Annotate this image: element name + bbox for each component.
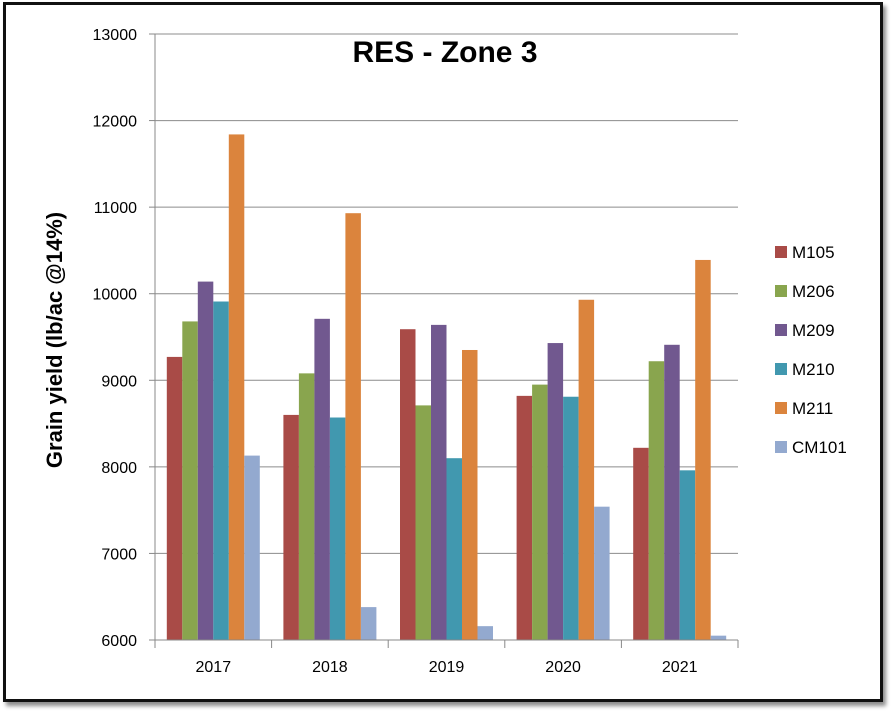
x-tick-label: 2020 xyxy=(545,659,581,676)
y-tick-labels: 6000 7000 8000 9000 10000 11000 12000 13000 xyxy=(93,27,138,650)
bar-m209-2018 xyxy=(314,318,330,640)
legend-swatch-m210 xyxy=(775,363,787,375)
legend-label-m105: M105 xyxy=(792,243,835,262)
bar-m206-2020 xyxy=(532,384,548,640)
bar-m210-2017 xyxy=(213,301,229,640)
bar-m211-2019 xyxy=(462,349,478,640)
bar-m209-2019 xyxy=(431,324,447,640)
y-tick-label: 10000 xyxy=(93,287,138,304)
legend-swatch-m211 xyxy=(775,402,787,414)
bar-m105-2019 xyxy=(400,329,416,640)
legend-label-m211: M211 xyxy=(792,399,833,418)
bar-m210-2018 xyxy=(329,417,346,640)
bar-m210-2020 xyxy=(563,396,579,640)
x-tick-label: 2019 xyxy=(429,659,465,676)
legend-swatch-m209 xyxy=(775,324,787,336)
x-tick-label: 2017 xyxy=(196,659,232,676)
bar-m211-2021 xyxy=(695,259,711,640)
bar-cm101-2017 xyxy=(244,455,260,640)
legend-label-m210: M210 xyxy=(792,360,835,379)
legend-label-cm101: CM101 xyxy=(792,438,847,457)
legend-label-m206: M206 xyxy=(792,282,835,301)
y-tick-label: 13000 xyxy=(93,27,138,44)
bar-m211-2020 xyxy=(578,299,595,640)
bar-m206-2018 xyxy=(298,373,315,640)
legend: M105 M206 M209 M210 M211 CM101 xyxy=(775,243,847,457)
y-tick-label: 9000 xyxy=(101,373,137,390)
bar-m105-2017 xyxy=(166,356,183,640)
legend-swatch-cm101 xyxy=(775,441,787,453)
bar-m206-2017 xyxy=(182,321,198,640)
legend-swatch-m105 xyxy=(775,246,787,258)
bar-m209-2021 xyxy=(664,344,680,640)
x-tick-label: 2018 xyxy=(312,659,348,676)
bar-m105-2020 xyxy=(516,395,533,640)
y-tick-label: 7000 xyxy=(101,546,137,563)
bar-cm101-2021 xyxy=(710,635,727,640)
legend-label-m209: M209 xyxy=(792,321,835,340)
bar-m105-2021 xyxy=(633,447,649,640)
bar-m210-2021 xyxy=(679,470,696,640)
chart-title: RES - Zone 3 xyxy=(352,36,537,69)
x-tick-labels: 2017 2018 2019 2020 2021 xyxy=(196,659,698,676)
bar-m206-2021 xyxy=(648,361,665,640)
y-tick-label: 11000 xyxy=(94,200,137,217)
axes xyxy=(154,34,738,641)
bars xyxy=(166,134,727,641)
y-axis-label: Grain yield (lb/ac @14%) xyxy=(42,212,67,468)
bar-cm101-2018 xyxy=(360,607,377,640)
bar-m210-2019 xyxy=(446,458,462,640)
bar-m211-2018 xyxy=(345,213,361,640)
bar-m209-2020 xyxy=(547,343,564,640)
y-tick-label: 6000 xyxy=(101,633,137,650)
bar-m206-2019 xyxy=(415,405,431,640)
legend-swatch-m206 xyxy=(775,285,787,297)
bar-m209-2017 xyxy=(197,281,214,640)
bar-m105-2018 xyxy=(283,414,299,640)
bar-cm101-2019 xyxy=(477,626,493,640)
x-tick-label: 2021 xyxy=(662,659,698,676)
y-tick-label: 12000 xyxy=(93,114,138,131)
bar-cm101-2020 xyxy=(594,506,610,640)
y-tick-label: 8000 xyxy=(101,460,137,477)
bar-m211-2017 xyxy=(228,134,245,641)
